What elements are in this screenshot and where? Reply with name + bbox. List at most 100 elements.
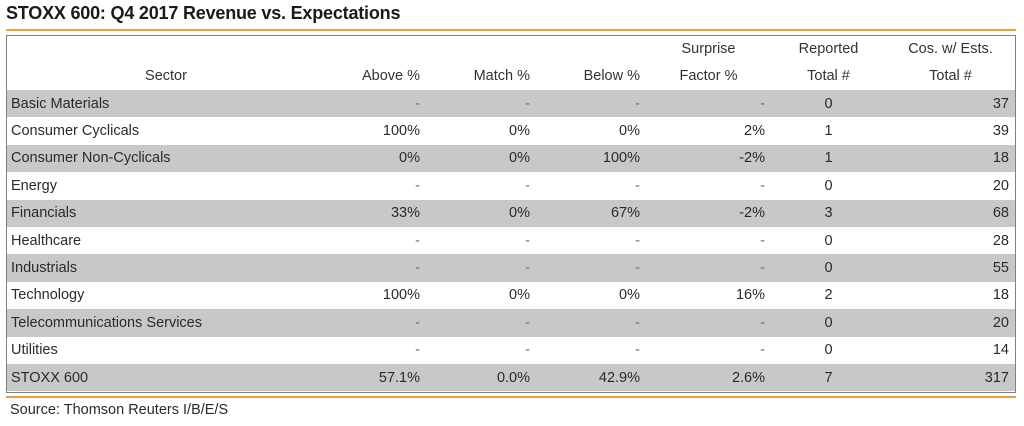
cell-surprise: -	[760, 232, 765, 249]
cell-below: -	[536, 254, 646, 282]
cell-sector: Consumer Non-Cyclicals	[7, 144, 325, 173]
cell-below: 0%	[619, 287, 640, 304]
cell-sector: Technology	[11, 287, 85, 304]
cell-match: 0.0%	[426, 363, 536, 392]
cell-surprise: -2%	[646, 144, 771, 173]
cell-above: -	[415, 177, 420, 194]
cell-sector: Telecommunications Services	[7, 309, 325, 337]
table-row: Energy - - - - 0 20	[7, 172, 1015, 199]
cell-above: 33%	[325, 199, 426, 227]
cell-below: 0%	[619, 123, 640, 140]
cell-sector: Healthcare	[11, 232, 82, 249]
cell-match: -	[426, 90, 536, 118]
table-row: Industrials - - - -0 55	[7, 254, 1015, 282]
table-row: Technology 100% 0% 0% 16% 2 18	[7, 282, 1015, 309]
cell-cos: 20	[992, 177, 1009, 194]
header-surprise-line2: Factor %	[679, 68, 738, 84]
header-match: Match %	[473, 68, 530, 84]
table-row: Basic Materials - - - -0 37	[7, 90, 1015, 118]
table-row: Financials 33% 0% 67% -2% 3 68	[7, 199, 1015, 227]
cell-cos: 28	[992, 232, 1009, 249]
cell-sector: Energy	[11, 177, 57, 194]
cell-below: 100%	[536, 144, 646, 173]
cell-match: 0%	[426, 144, 536, 173]
cell-cos: 55	[886, 254, 1015, 282]
revenue-expectations-table: Sector Above % Match % Below % Surprise …	[7, 36, 1015, 392]
cell-reported: 0	[824, 177, 833, 194]
header-reported-line1: Reported	[798, 41, 859, 57]
header-surprise: Surprise Factor %	[646, 36, 771, 90]
cell-below: -	[536, 90, 646, 118]
cell-above: 57.1%	[325, 363, 426, 392]
cell-above: -	[325, 309, 426, 337]
cell-sector: Basic Materials	[7, 90, 325, 118]
cell-reported: 0	[771, 309, 886, 337]
cell-reported: 0	[771, 90, 886, 118]
cell-below: -	[635, 342, 640, 359]
cell-surprise: -	[760, 342, 765, 359]
table-frame	[6, 35, 1016, 393]
cell-cos: 317	[886, 363, 1015, 392]
cell-surprise: 16%	[735, 287, 765, 304]
table-total-row: STOXX 600 57.1% 0.0% 42.9% 2.6% 7 317	[7, 363, 1015, 392]
cell-reported: 7	[771, 363, 886, 392]
cell-above: -	[325, 254, 426, 282]
header-reported-line2: Total #	[807, 68, 850, 84]
cell-reported: 0	[824, 232, 833, 249]
table-row: Utilities - - - - 0 14	[7, 337, 1015, 364]
cell-match: -	[525, 342, 530, 359]
cell-cos: 20	[886, 309, 1015, 337]
table-row: Consumer Non-Cyclicals 0% 0% 100% -2% 1 18	[7, 144, 1015, 173]
cell-match: 0%	[509, 287, 530, 304]
cell-surprise: -	[646, 309, 771, 337]
cell-match: -	[525, 232, 530, 249]
cell-cos: 68	[886, 199, 1015, 227]
cell-reported: 2	[824, 287, 833, 304]
report-title: STOXX 600: Q4 2017 Revenue vs. Expectati…	[6, 3, 401, 23]
cell-below: -	[635, 232, 640, 249]
cell-surprise: -	[760, 177, 765, 194]
cell-cos: 18	[992, 287, 1009, 304]
header-reported: Reported Total #	[771, 36, 886, 90]
cell-match: -	[426, 254, 536, 282]
table-row: Telecommunications Services - - - -0 20	[7, 309, 1015, 337]
cell-above: -	[415, 342, 420, 359]
cell-surprise: 2%	[744, 123, 765, 140]
source-note: Source: Thomson Reuters I/B/E/S	[10, 402, 229, 418]
table-row: Consumer Cyclicals 100% 0% 0% 2% 1 39	[7, 117, 1015, 144]
cell-below: 67%	[536, 199, 646, 227]
cell-reported: 1	[824, 123, 833, 140]
cell-sector: Financials	[7, 199, 325, 227]
cell-reported: 1	[771, 144, 886, 173]
cell-match: -	[525, 177, 530, 194]
cell-reported: 0	[771, 254, 886, 282]
cell-sector: Consumer Cyclicals	[11, 123, 140, 140]
header-row: Sector Above % Match % Below % Surprise …	[7, 36, 1015, 90]
table-body: Basic Materials - - - -0 37 Consumer Cyclicals…	[7, 90, 1015, 392]
cell-reported: 0	[824, 342, 833, 359]
cell-reported: 3	[771, 199, 886, 227]
cell-sector: Industrials	[7, 254, 325, 282]
cell-match: 0%	[509, 123, 530, 140]
header-cos-line2: Total #	[929, 68, 972, 84]
cell-cos: 14	[992, 342, 1009, 359]
cell-surprise: 2.6%	[646, 363, 771, 392]
cell-surprise: -2%	[646, 199, 771, 227]
cell-cos: 37	[886, 90, 1015, 118]
header-sector: Sector	[145, 68, 187, 84]
cell-below: -	[635, 177, 640, 194]
cell-above: 100%	[382, 123, 420, 140]
cell-above: 0%	[325, 144, 426, 173]
cell-cos: 18	[886, 144, 1015, 173]
title-underline-rule	[6, 29, 1016, 31]
table-row: Healthcare - - - - 0 28	[7, 227, 1015, 254]
cell-match: 0%	[426, 199, 536, 227]
header-cos-line1: Cos. w/ Ests.	[908, 41, 993, 57]
cell-sector: STOXX 600	[7, 363, 325, 392]
header-below: Below %	[583, 68, 640, 84]
header-above: Above %	[361, 68, 420, 84]
cell-above: -	[415, 232, 420, 249]
cell-surprise: -	[646, 90, 771, 118]
cell-below: -	[536, 309, 646, 337]
header-surprise-line1: Surprise	[681, 41, 736, 57]
